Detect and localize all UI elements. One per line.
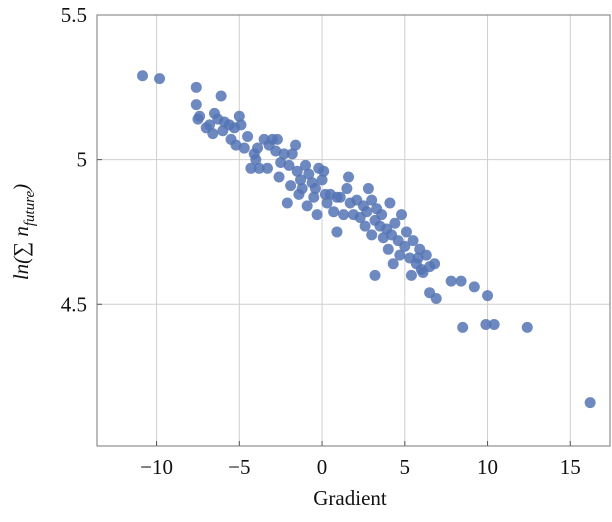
y-label-sub: future	[22, 190, 38, 226]
point	[362, 183, 374, 195]
point	[283, 159, 295, 171]
point	[137, 70, 149, 82]
point	[242, 130, 254, 142]
point	[328, 206, 340, 218]
point	[308, 191, 320, 203]
x-tick-label: 5	[400, 455, 411, 479]
point	[455, 275, 467, 287]
point	[331, 226, 343, 238]
point	[235, 119, 247, 131]
point	[480, 319, 492, 331]
x-tick-label: 10	[477, 455, 498, 479]
point	[217, 125, 229, 137]
point	[445, 275, 457, 287]
point	[400, 226, 412, 238]
point	[207, 128, 219, 140]
point	[300, 159, 312, 171]
point	[190, 81, 202, 93]
point	[285, 180, 297, 192]
point	[387, 258, 399, 270]
point	[271, 133, 283, 145]
x-axis-label: Gradient	[313, 486, 387, 510]
point	[334, 191, 346, 203]
y-tick-label: 4.5	[61, 292, 87, 316]
point	[382, 243, 394, 255]
x-tick-label: −10	[140, 455, 173, 479]
point	[293, 188, 305, 200]
point	[341, 183, 353, 195]
point	[399, 240, 411, 252]
point	[270, 145, 282, 157]
point	[369, 269, 381, 281]
point	[290, 139, 302, 151]
point	[384, 197, 396, 209]
y-tick-label: 5	[77, 148, 88, 172]
x-tick-label: 15	[560, 455, 581, 479]
point	[278, 148, 290, 160]
point	[215, 90, 227, 102]
point	[389, 217, 401, 229]
x-tick-label: 0	[317, 455, 328, 479]
y-label-main: ln(∑ n	[9, 226, 33, 280]
point	[457, 321, 469, 333]
point	[415, 264, 427, 276]
point	[377, 232, 389, 244]
point	[245, 162, 257, 174]
point	[303, 168, 315, 180]
point	[192, 113, 204, 125]
point	[488, 319, 500, 331]
point	[343, 171, 355, 183]
y-tick-label: 5.5	[61, 3, 87, 27]
point	[261, 162, 273, 174]
point	[252, 142, 264, 154]
point	[584, 397, 596, 409]
point	[321, 197, 333, 209]
point	[301, 200, 313, 212]
point	[295, 174, 307, 186]
point	[281, 197, 293, 209]
point	[405, 269, 417, 281]
plot-frame	[96, 14, 611, 447]
point	[376, 209, 388, 221]
point	[309, 183, 321, 195]
point	[482, 290, 494, 302]
point	[468, 281, 480, 293]
point	[318, 165, 330, 177]
point	[250, 154, 262, 166]
x-tick-label: −5	[228, 455, 250, 479]
point	[316, 174, 328, 186]
point	[190, 99, 202, 111]
point	[291, 165, 303, 177]
point	[273, 171, 285, 183]
point	[521, 321, 533, 333]
point	[338, 209, 350, 221]
y-axis-label: ln(∑ nfuture)	[9, 184, 38, 280]
point	[361, 206, 373, 218]
point	[395, 209, 407, 221]
point	[286, 148, 298, 160]
point	[420, 249, 432, 261]
point	[154, 73, 166, 85]
point	[233, 110, 245, 122]
point	[311, 209, 323, 221]
point	[230, 139, 242, 151]
point	[366, 229, 378, 241]
point	[275, 157, 287, 169]
point	[253, 162, 265, 174]
point	[430, 292, 442, 304]
point	[429, 258, 441, 270]
point	[359, 220, 371, 232]
point	[407, 235, 419, 247]
point	[366, 194, 378, 206]
point	[412, 252, 424, 264]
point	[394, 249, 406, 261]
point	[238, 142, 250, 154]
y-label-end: )	[9, 184, 33, 192]
